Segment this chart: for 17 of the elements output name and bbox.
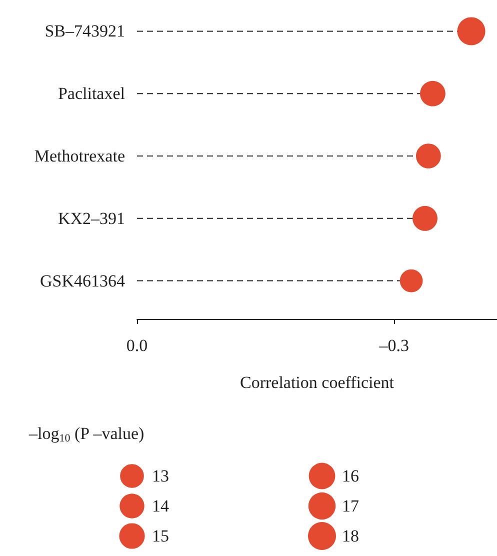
point (420, 80, 446, 106)
legend-label: 16 (342, 466, 359, 486)
legend-label: 14 (152, 496, 170, 516)
legend-label: 17 (342, 496, 360, 516)
y-tick-label: SB–743921 (44, 22, 125, 41)
legend-label: 15 (152, 526, 169, 546)
x-axis-title: Correlation coefficient (240, 373, 394, 392)
y-tick-label: Paclitaxel (58, 84, 126, 104)
y-tick-label: GSK461364 (40, 271, 126, 290)
x-tick-label: 0.0 (126, 336, 148, 355)
y-tick-label: KX2–391 (58, 208, 125, 228)
y-tick-label: Methotrexate (34, 146, 125, 166)
point (412, 206, 438, 231)
legend-label: 18 (342, 526, 359, 546)
point (416, 144, 441, 168)
x-tick-label: –0.3 (378, 336, 410, 355)
legend-label: 13 (152, 466, 169, 486)
